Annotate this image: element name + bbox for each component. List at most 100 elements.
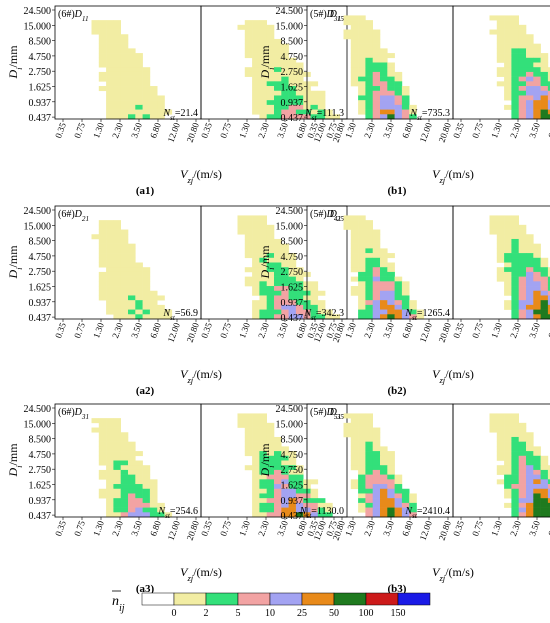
heat-cell <box>244 67 253 73</box>
heat-cell <box>288 460 297 466</box>
heat-cell <box>533 243 541 249</box>
heat-cell <box>106 436 114 442</box>
heat-cell <box>149 290 158 296</box>
heat-cell <box>526 276 534 282</box>
heat-cell <box>244 229 253 235</box>
heat-cell <box>266 276 275 282</box>
heat-cell <box>526 43 534 49</box>
heat-cell <box>343 224 352 230</box>
heat-cell <box>295 104 304 110</box>
heat-cell <box>157 100 165 106</box>
heat-cell <box>387 95 395 101</box>
heat-cell <box>113 507 121 513</box>
heat-cell <box>310 498 319 504</box>
y-axis-label: Di/mm <box>258 245 276 280</box>
heat-cell <box>135 314 143 320</box>
heat-cell <box>259 267 267 273</box>
heatmap-b2-right: D45Nst=2334.10.350.751.302.303.506.8012.… <box>451 205 550 339</box>
heat-cell <box>350 465 359 471</box>
x-tick-label: 0.75 <box>72 519 87 538</box>
heat-cell <box>113 304 121 310</box>
heat-cell <box>259 455 267 461</box>
heat-cell <box>106 304 114 310</box>
heat-cell <box>310 502 319 508</box>
x-tick-label: 0.35 <box>451 121 466 140</box>
heat-cell <box>135 451 143 457</box>
heat-cell <box>252 43 260 49</box>
heat-cell <box>540 62 549 68</box>
heat-cell <box>142 290 151 296</box>
heat-cell <box>365 43 373 49</box>
heat-cell <box>266 304 275 310</box>
heat-cell <box>496 48 505 54</box>
heat-cell <box>244 253 253 259</box>
heat-cell <box>547 507 550 513</box>
heat-cell <box>106 38 114 44</box>
heat-cell <box>98 71 107 77</box>
heat-cell <box>237 422 246 428</box>
subplot-title: D15 <box>329 9 345 23</box>
heat-cell <box>281 488 289 494</box>
heat-cell <box>113 436 121 442</box>
heat-cell <box>149 507 158 513</box>
heat-cell <box>274 38 282 44</box>
heat-cell <box>98 57 107 63</box>
heat-cell <box>387 104 395 110</box>
heat-cell <box>358 432 366 438</box>
heat-cell <box>106 474 114 480</box>
legend-bin-label: 100 <box>359 608 374 619</box>
heat-cell <box>142 271 151 277</box>
heat-cell <box>394 493 403 499</box>
heat-cell <box>533 474 541 480</box>
heat-cell <box>365 276 373 282</box>
subplot-title: D35 <box>329 407 345 421</box>
heat-cell <box>281 474 289 480</box>
heat-cell <box>274 86 282 92</box>
heat-cell <box>120 57 129 63</box>
heat-cell <box>135 498 143 504</box>
heat-cell <box>128 484 136 490</box>
heat-cell <box>343 29 352 35</box>
heat-cell <box>142 100 151 106</box>
heat-cell <box>252 20 260 26</box>
heat-cell <box>252 507 260 513</box>
legend-swatch <box>301 592 335 606</box>
heat-cell <box>358 248 366 254</box>
heat-cell <box>157 295 165 301</box>
heat-cell <box>113 479 121 485</box>
heat-cell <box>135 57 143 63</box>
heat-cell <box>252 418 260 424</box>
heat-cell <box>358 57 366 63</box>
heat-cell <box>533 262 541 268</box>
heat-cell <box>266 267 275 273</box>
heat-cell <box>372 479 381 485</box>
heat-cell <box>380 95 388 101</box>
heat-cell <box>120 86 129 92</box>
heat-cell <box>128 479 136 485</box>
heat-cell <box>540 281 549 287</box>
heat-cell <box>387 86 395 92</box>
heat-cell <box>281 104 289 110</box>
heat-cell <box>540 286 549 292</box>
heat-cell <box>372 267 381 273</box>
heat-cell <box>365 114 373 120</box>
heat-cell <box>244 436 253 442</box>
heat-cell <box>142 493 151 499</box>
heat-cell <box>518 474 527 480</box>
heat-cell <box>358 224 366 230</box>
heat-cell <box>288 498 297 504</box>
heat-cell <box>365 271 373 277</box>
heat-cell <box>526 95 534 101</box>
heat-cell <box>259 34 267 40</box>
heat-cell <box>496 34 505 40</box>
heat-cell <box>98 427 107 433</box>
heat-cell <box>274 451 282 457</box>
x-tick-label: 12.00 <box>166 121 182 144</box>
heat-cell <box>533 286 541 292</box>
heat-cell <box>244 34 253 40</box>
heat-cell <box>274 441 282 447</box>
heat-cell <box>106 34 114 40</box>
heat-cell <box>387 300 395 306</box>
heat-cell <box>533 479 541 485</box>
